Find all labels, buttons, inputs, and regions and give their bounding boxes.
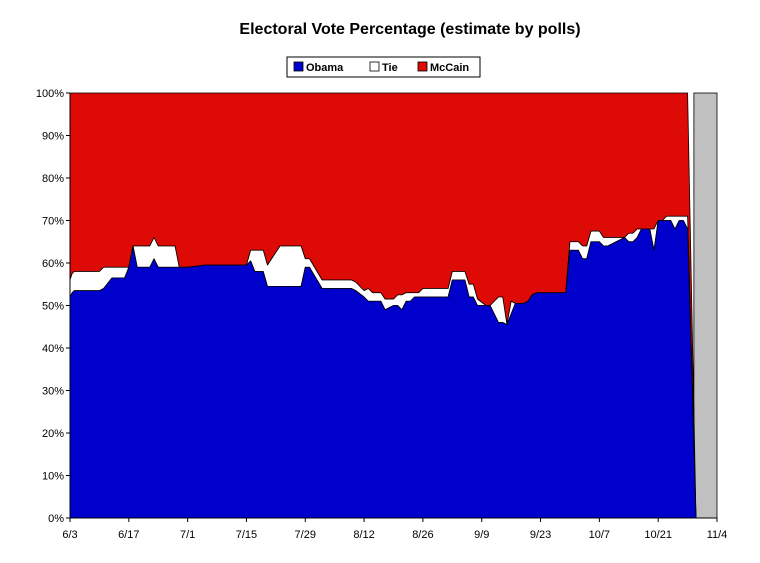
y-tick-label: 90% — [42, 131, 64, 143]
x-tick-label: 7/15 — [236, 529, 257, 541]
x-tick-label: 7/1 — [180, 529, 195, 541]
y-tick-label: 20% — [42, 428, 64, 440]
y-tick-label: 0% — [48, 513, 64, 525]
y-tick-label: 60% — [42, 258, 64, 270]
x-tick-label: 6/17 — [118, 529, 139, 541]
y-tick-label: 80% — [42, 173, 64, 185]
legend-label-obama: Obama — [306, 62, 344, 74]
legend-label-mccain: McCain — [430, 62, 469, 74]
legend-swatch-mccain — [417, 61, 428, 72]
x-tick-label: 8/12 — [353, 529, 374, 541]
y-axis: 0% 10% 20% 30% 40% 50% 60% 70% 80% 90% 100% — [36, 88, 71, 525]
x-tick-label: 8/26 — [412, 529, 433, 541]
y-tick-label: 100% — [36, 88, 64, 100]
legend-box — [286, 56, 481, 78]
y-tick-label: 70% — [42, 216, 64, 228]
x-tick-label: 7/29 — [295, 529, 316, 541]
x-tick-label: 10/21 — [644, 529, 672, 541]
y-tick-label: 10% — [42, 471, 64, 483]
legend-swatch-obama — [293, 61, 304, 72]
legend-swatch-tie — [369, 61, 380, 72]
chart-title: Electoral Vote Percentage (estimate by p… — [239, 21, 580, 38]
future-region — [693, 92, 718, 519]
plot-area — [69, 92, 718, 519]
y-tick-label: 50% — [42, 301, 64, 313]
x-axis: 6/3 6/17 7/1 7/15 7/29 8/12 8/26 9/9 9/23 10/7 10/… — [62, 517, 728, 541]
y-tick-label: 40% — [42, 343, 64, 355]
x-tick-label: 10/7 — [589, 529, 610, 541]
x-tick-label: 9/23 — [530, 529, 551, 541]
legend-label-tie: Tie — [382, 62, 398, 74]
x-tick-label: 6/3 — [62, 529, 77, 541]
y-tick-label: 30% — [42, 386, 64, 398]
x-tick-label: 9/9 — [474, 529, 489, 541]
x-tick-label: 11/4 — [707, 529, 728, 541]
legend: Obama Tie McCain — [286, 56, 481, 78]
